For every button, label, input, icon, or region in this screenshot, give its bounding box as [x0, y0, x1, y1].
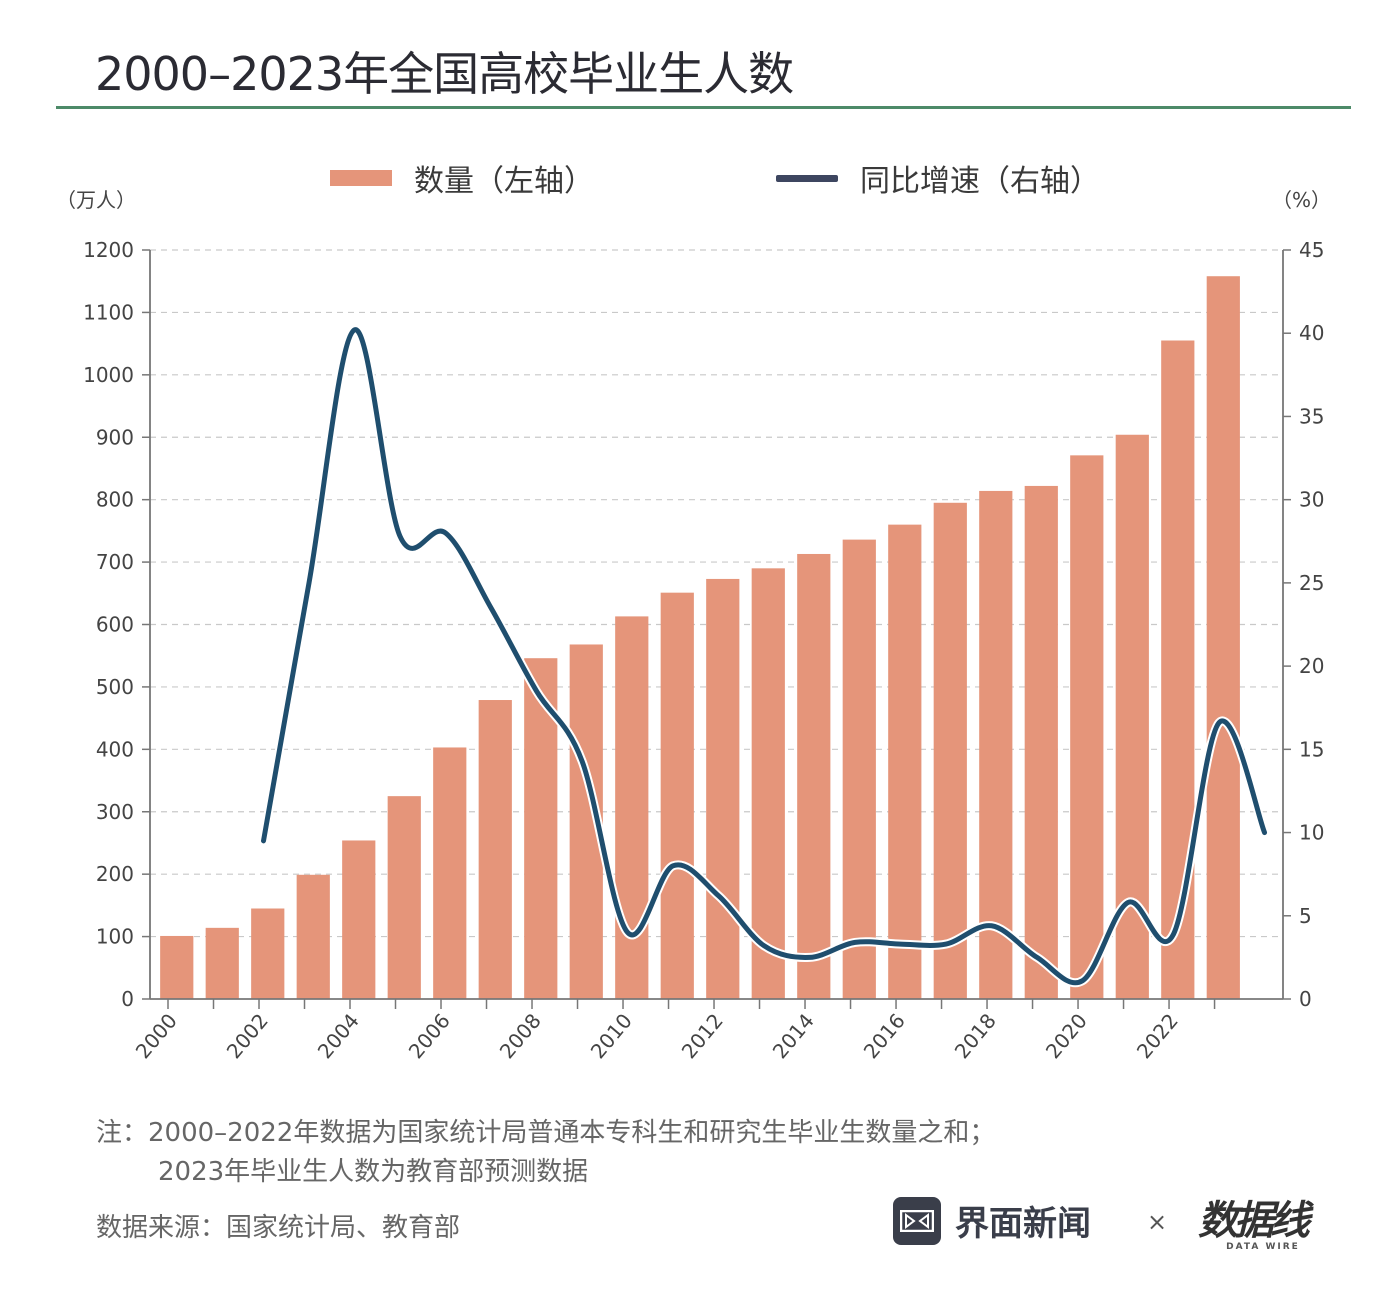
x-tick-label: 2016	[859, 1009, 910, 1063]
legend-bar-label: 数量（左轴）	[414, 164, 594, 199]
right-tick-label: 20	[1299, 654, 1324, 678]
left-tick-label: 400	[96, 737, 134, 761]
footnote-line-2: 2023年毕业生人数为教育部预测数据	[158, 1157, 589, 1187]
footnote-line-1: 注：2000–2022年数据为国家统计局普通本专科生和研究生毕业生数量之和；	[96, 1118, 996, 1148]
legend-line-swatch	[776, 174, 838, 182]
data-wire-sub: DATA WIRE	[1226, 1242, 1300, 1252]
brand-jiemian: 界面新闻	[893, 1196, 1091, 1245]
right-tick-label: 40	[1299, 321, 1324, 345]
right-tick-label: 35	[1299, 404, 1324, 428]
bar-2004	[342, 840, 376, 999]
combo-chart: 0100200300400500600700800900100011001200…	[83, 238, 1324, 1063]
bar-2011	[660, 592, 694, 999]
bar-2007	[478, 700, 512, 999]
bar-2020	[1070, 455, 1104, 999]
bar-2014	[797, 553, 831, 999]
right-tick-label: 0	[1299, 987, 1312, 1011]
gridlines	[150, 249, 1283, 938]
bar-2016	[888, 524, 922, 999]
right-tick-label: 5	[1299, 904, 1312, 928]
legend-item-line: 同比增速（右轴）	[776, 156, 1100, 200]
data-wire-name: 数据线	[1198, 1198, 1310, 1244]
left-tick-label: 800	[96, 488, 134, 512]
x-tick-label: 2004	[313, 1009, 364, 1063]
left-tick-label: 600	[96, 613, 134, 637]
x-tick-label: 2008	[495, 1009, 546, 1063]
bar-2010	[615, 616, 649, 999]
x-tick-label: 2010	[586, 1009, 637, 1063]
legend-bar-swatch	[330, 170, 392, 186]
brand-cross: ×	[1147, 1208, 1168, 1236]
right-tick-label: 25	[1299, 571, 1324, 595]
right-axis-unit: （%）	[1272, 188, 1332, 212]
left-tick-label: 300	[96, 800, 134, 824]
x-tick-label: 2014	[768, 1009, 819, 1063]
right-tick-label: 10	[1299, 821, 1324, 845]
x-tick-label: 2002	[222, 1009, 273, 1063]
bar-2003	[296, 874, 330, 999]
bar-2001	[205, 927, 239, 999]
x-tick-label: 2006	[404, 1009, 455, 1063]
x-tick-label: 2000	[131, 1009, 182, 1063]
jiemian-logo-icon	[893, 1196, 941, 1245]
left-tick-label: 200	[96, 862, 134, 886]
bar-2017	[933, 502, 967, 999]
data-wire-logo: 数据线 DATA WIRE	[1198, 1188, 1328, 1268]
title-divider	[56, 106, 1351, 109]
x-tick-label: 2018	[950, 1009, 1001, 1063]
x-tick-label: 2022	[1132, 1009, 1183, 1063]
chart-title: 2000–2023年全国高校毕业生人数	[95, 47, 794, 101]
bar-2005	[387, 796, 421, 999]
left-tick-label: 1000	[83, 363, 134, 387]
right-tick-label: 30	[1299, 488, 1324, 512]
x-tick-label: 2012	[677, 1009, 728, 1063]
line-series	[259, 325, 1270, 988]
right-tick-label: 15	[1299, 737, 1324, 761]
x-tick-label: 2020	[1041, 1009, 1092, 1063]
left-tick-label: 500	[96, 675, 134, 699]
bar-series	[160, 276, 1240, 1000]
left-tick-label: 1100	[83, 300, 134, 324]
right-tick-label: 45	[1299, 238, 1324, 262]
brand-name: 界面新闻	[955, 1204, 1091, 1244]
legend-line-label: 同比增速（右轴）	[860, 164, 1100, 199]
bar-2022	[1161, 340, 1195, 1000]
bar-2019	[1024, 485, 1058, 999]
bar-2000	[160, 935, 194, 999]
bar-2015	[842, 539, 876, 999]
bar-2012	[706, 578, 740, 999]
left-axis-unit: （万人）	[56, 188, 136, 212]
data-source: 数据来源：国家统计局、教育部	[96, 1213, 461, 1243]
left-tick-label: 0	[121, 987, 134, 1011]
bar-2002	[251, 908, 285, 999]
bar-2018	[979, 490, 1013, 999]
left-tick-label: 700	[96, 550, 134, 574]
left-tick-label: 100	[96, 925, 134, 949]
chart-legend: 数量（左轴） 同比增速（右轴）	[0, 156, 1399, 200]
legend-item-bars: 数量（左轴）	[330, 156, 594, 200]
bar-2013	[751, 568, 785, 999]
left-tick-label: 1200	[83, 238, 134, 262]
bar-2023	[1206, 276, 1240, 1000]
axes	[142, 249, 1291, 1009]
growth-rate-line	[261, 327, 1268, 986]
bar-2006	[433, 747, 467, 999]
left-tick-label: 900	[96, 425, 134, 449]
